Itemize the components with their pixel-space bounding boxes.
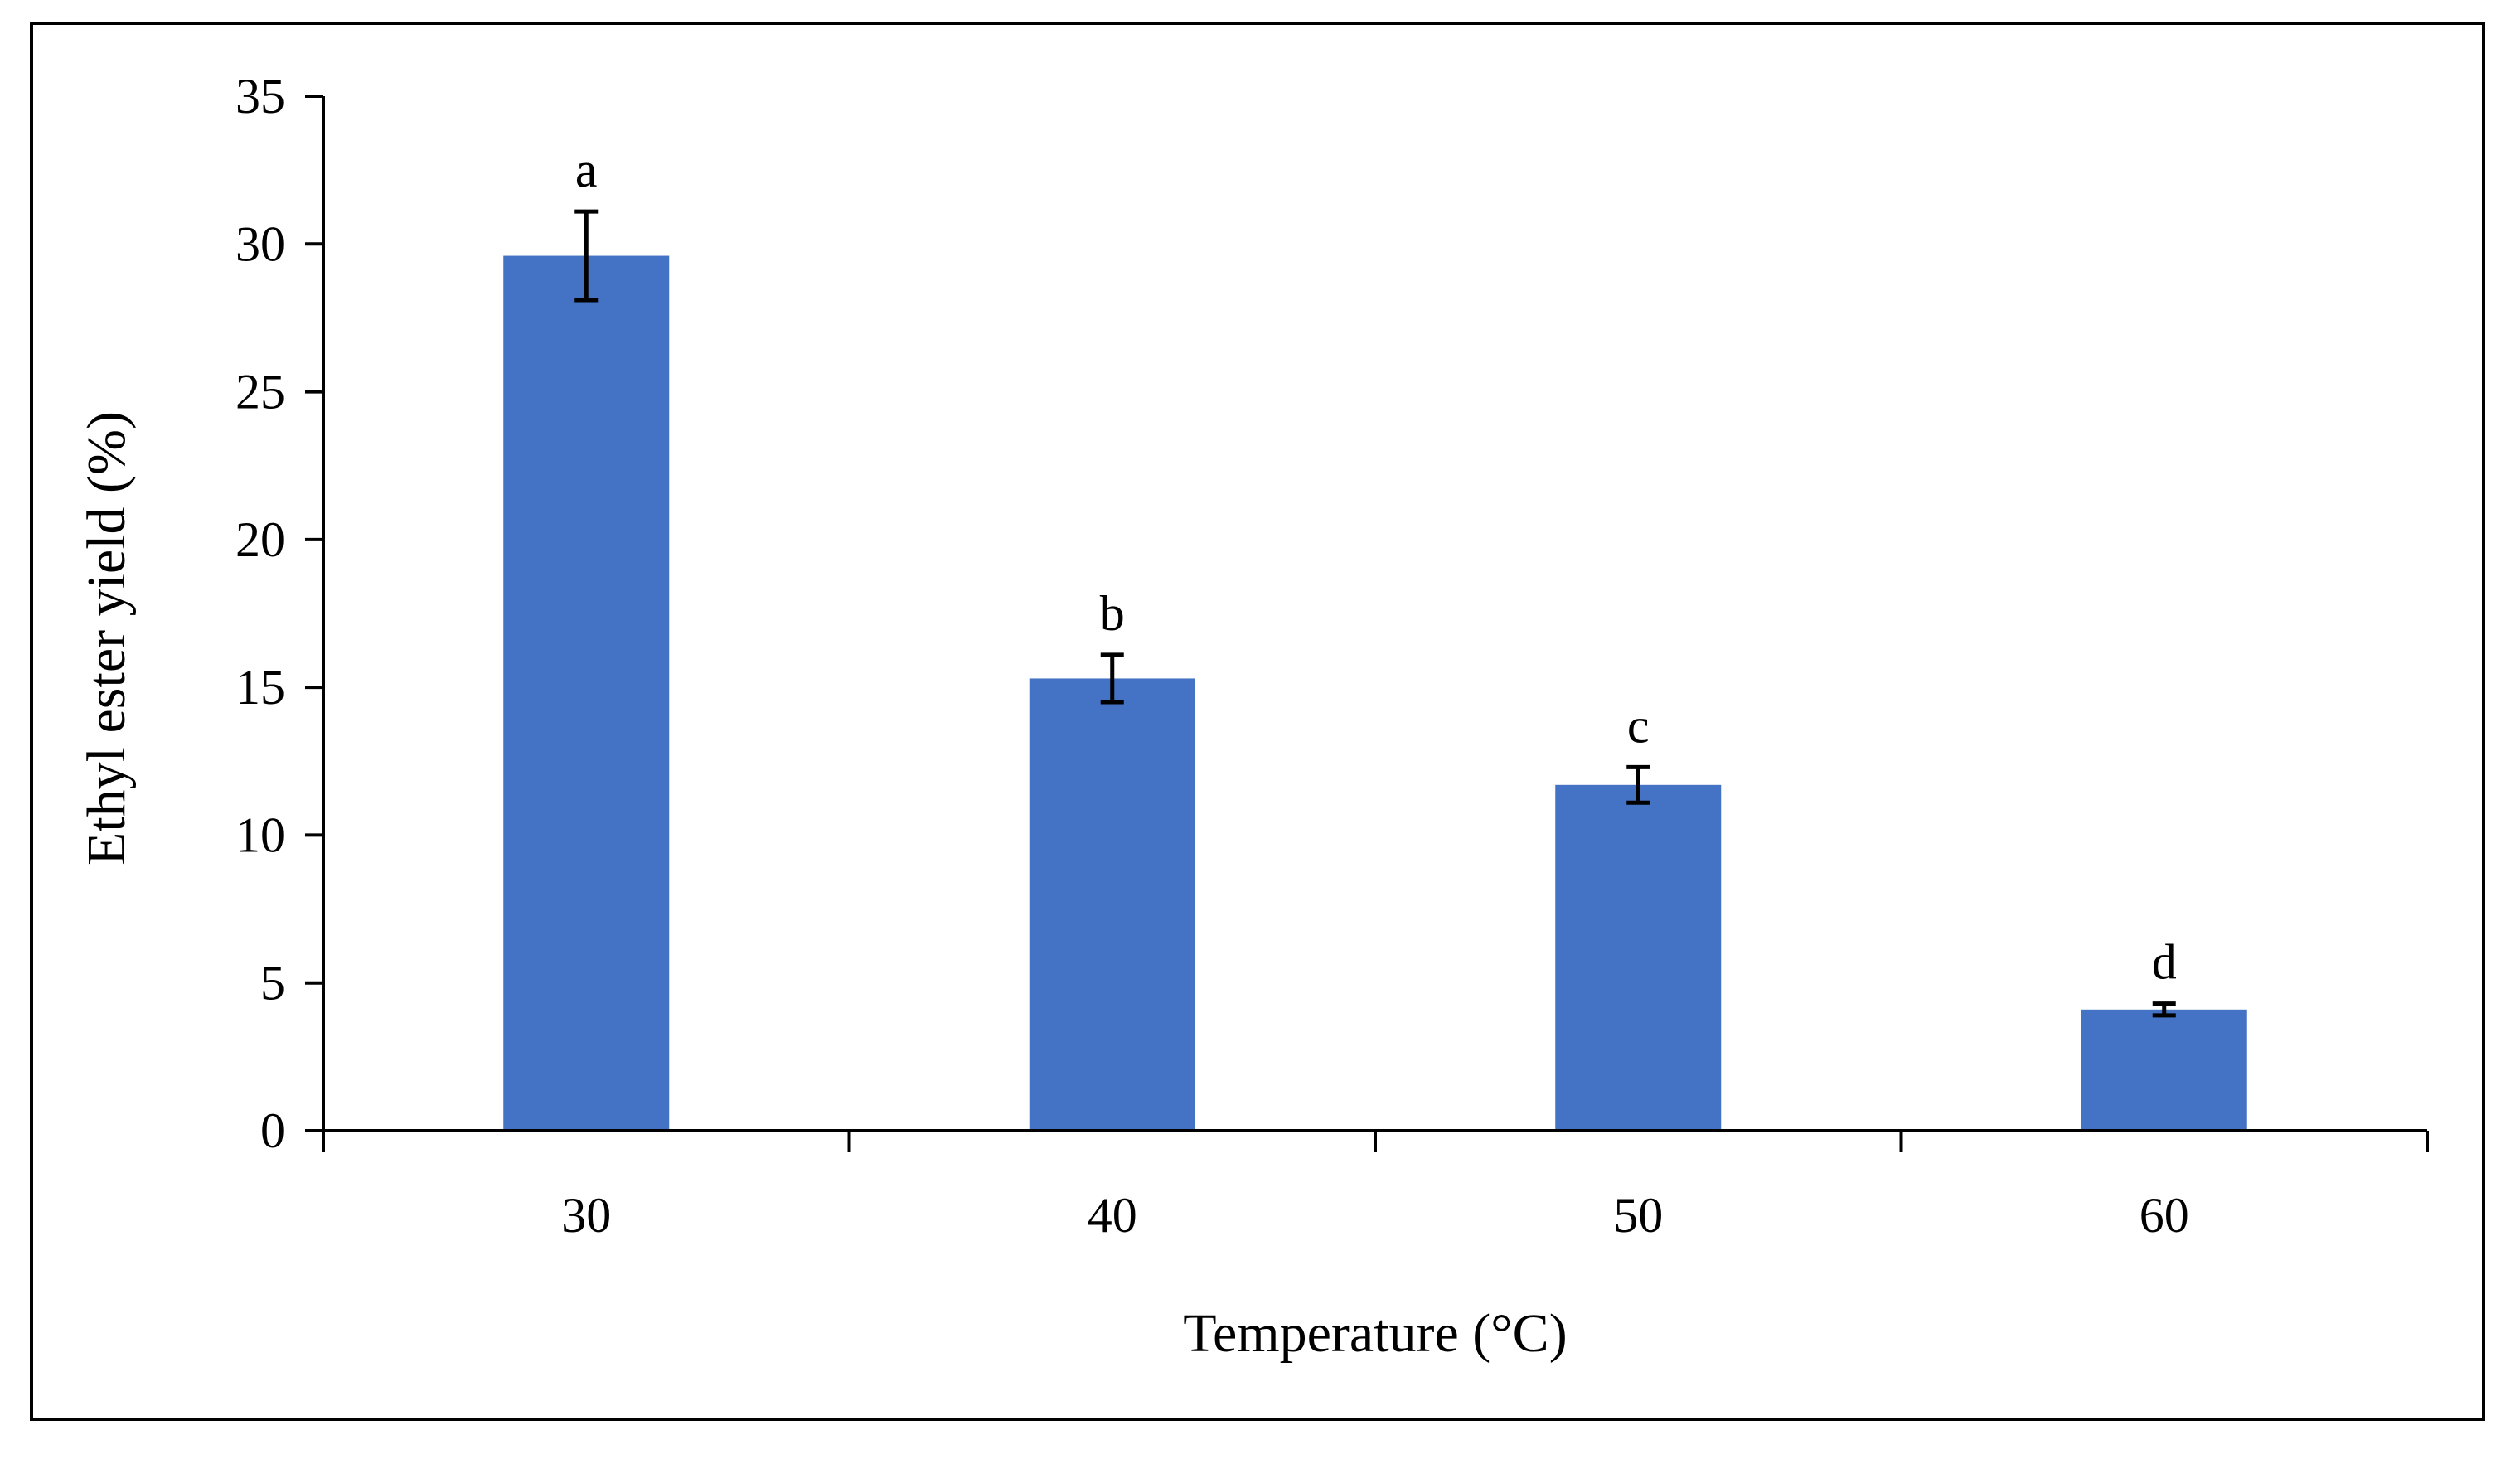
x-tick-label: 50 [1613, 1188, 1663, 1243]
error-bar-50 [1626, 764, 1650, 805]
y-axis-title: Ethyl ester yield (%) [76, 411, 137, 865]
chart-frame [30, 22, 2485, 1421]
bar-40 [1029, 678, 1195, 1131]
error-bars [574, 209, 2176, 1018]
y-axis-ticks: 0 5 10 15 20 25 30 35 [235, 69, 323, 1158]
x-tick-label: 60 [2140, 1188, 2189, 1243]
y-tick-label: 10 [235, 807, 285, 862]
significance-letters: a b c d [575, 143, 2177, 990]
error-bar-40 [1100, 652, 1124, 705]
y-tick-label: 15 [235, 660, 285, 715]
y-tick-label: 35 [235, 69, 285, 124]
significance-letter-40: b [1100, 586, 1125, 641]
bar-30 [503, 255, 670, 1131]
y-tick-label: 30 [235, 216, 285, 271]
x-tick-label: 30 [561, 1188, 611, 1243]
bars [503, 255, 2247, 1131]
significance-letter-60: d [2152, 935, 2177, 990]
bar-60 [2081, 1009, 2247, 1131]
error-bar-30 [574, 209, 598, 303]
x-tick-label: 40 [1088, 1188, 1137, 1243]
significance-letter-30: a [575, 143, 598, 197]
significance-letter-50: c [1627, 698, 1650, 753]
y-tick-label: 20 [235, 512, 285, 567]
y-tick-label: 5 [260, 956, 285, 1011]
x-axis-ticks: 30 40 50 60 [322, 1131, 2429, 1243]
y-tick-label: 25 [235, 365, 285, 419]
x-axis-title: Temperature (°C) [1183, 1303, 1567, 1364]
y-tick-label: 0 [260, 1103, 285, 1158]
bar-50 [1555, 784, 1722, 1131]
error-bar-60 [2152, 1001, 2176, 1018]
